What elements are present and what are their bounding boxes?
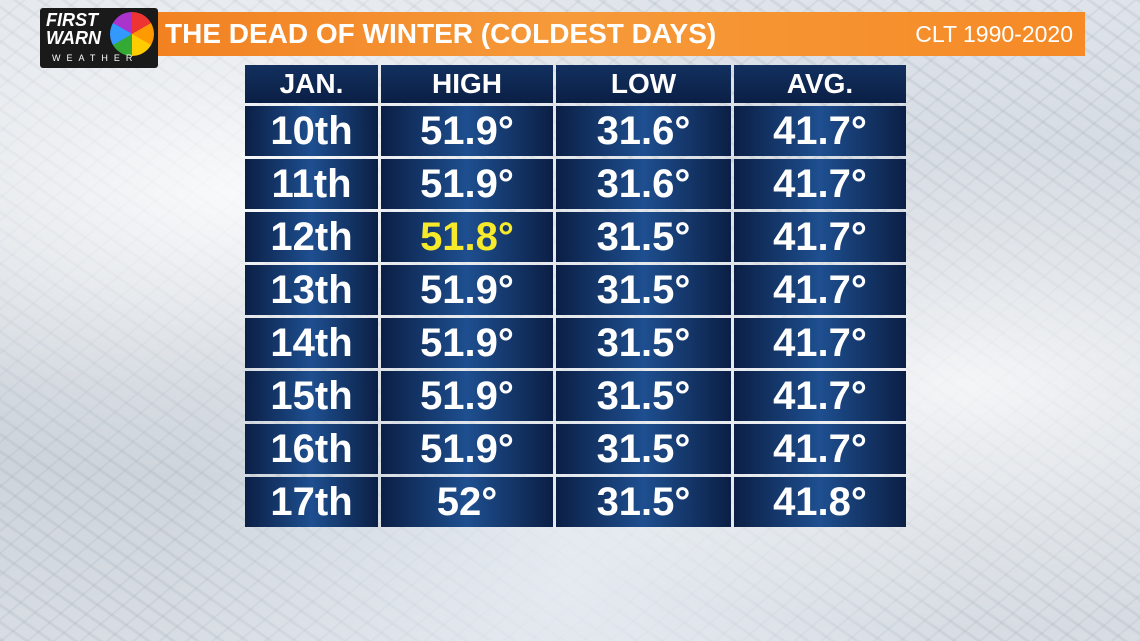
table-cell: 51.9°	[381, 424, 553, 474]
table-cell: 41.8°	[734, 477, 906, 527]
table-cell: 51.9°	[381, 159, 553, 209]
table: JAN. HIGH LOW AVG. 10th 51.9° 31.6° 41.7° 11th 51…	[245, 65, 906, 527]
row-label: 17th	[245, 477, 378, 527]
table-cell: 31.5°	[556, 265, 731, 315]
table-cell: 51.9°	[381, 318, 553, 368]
column-header: HIGH	[381, 65, 553, 103]
title-bar	[40, 12, 1085, 56]
table-cell: 31.6°	[556, 106, 731, 156]
table-cell: 31.5°	[556, 477, 731, 527]
row-label: 16th	[245, 424, 378, 474]
logo-icon	[110, 12, 154, 56]
table-cell: 51.9°	[381, 106, 553, 156]
table-cell: 51.9°	[381, 265, 553, 315]
row-label: 12th	[245, 212, 378, 262]
row-label: 14th	[245, 318, 378, 368]
column-header: JAN.	[245, 65, 378, 103]
table-cell: 31.5°	[556, 318, 731, 368]
table-cell: 41.7°	[734, 212, 906, 262]
logo-text: WARN	[46, 28, 101, 48]
title: THE DEAD OF WINTER (COLDEST DAYS)	[165, 18, 717, 49]
table-cell: 41.7°	[734, 371, 906, 421]
table-cell: 41.7°	[734, 159, 906, 209]
table-cell: 41.7°	[734, 318, 906, 368]
table-cell: 31.5°	[556, 371, 731, 421]
logo: FIRST WARN WEATHER	[40, 8, 158, 68]
table-cell: 51.8°	[381, 212, 553, 262]
logo-text: WEATHER	[52, 53, 139, 63]
subtitle: CLT 1990-2020	[915, 21, 1073, 47]
table-cell: 52°	[381, 477, 553, 527]
row-label: 11th	[245, 159, 378, 209]
table-cell: 51.9°	[381, 371, 553, 421]
table-cell: 31.5°	[556, 424, 731, 474]
table-cell: 41.7°	[734, 265, 906, 315]
row-label: 13th	[245, 265, 378, 315]
table-cell: 41.7°	[734, 106, 906, 156]
column-header: AVG.	[734, 65, 906, 103]
column-header: LOW	[556, 65, 731, 103]
logo-text: FIRST	[46, 10, 98, 30]
table-cell: 31.6°	[556, 159, 731, 209]
table-cell: 31.5°	[556, 212, 731, 262]
table-cell: 41.7°	[734, 424, 906, 474]
row-label: 10th	[245, 106, 378, 156]
row-label: 15th	[245, 371, 378, 421]
